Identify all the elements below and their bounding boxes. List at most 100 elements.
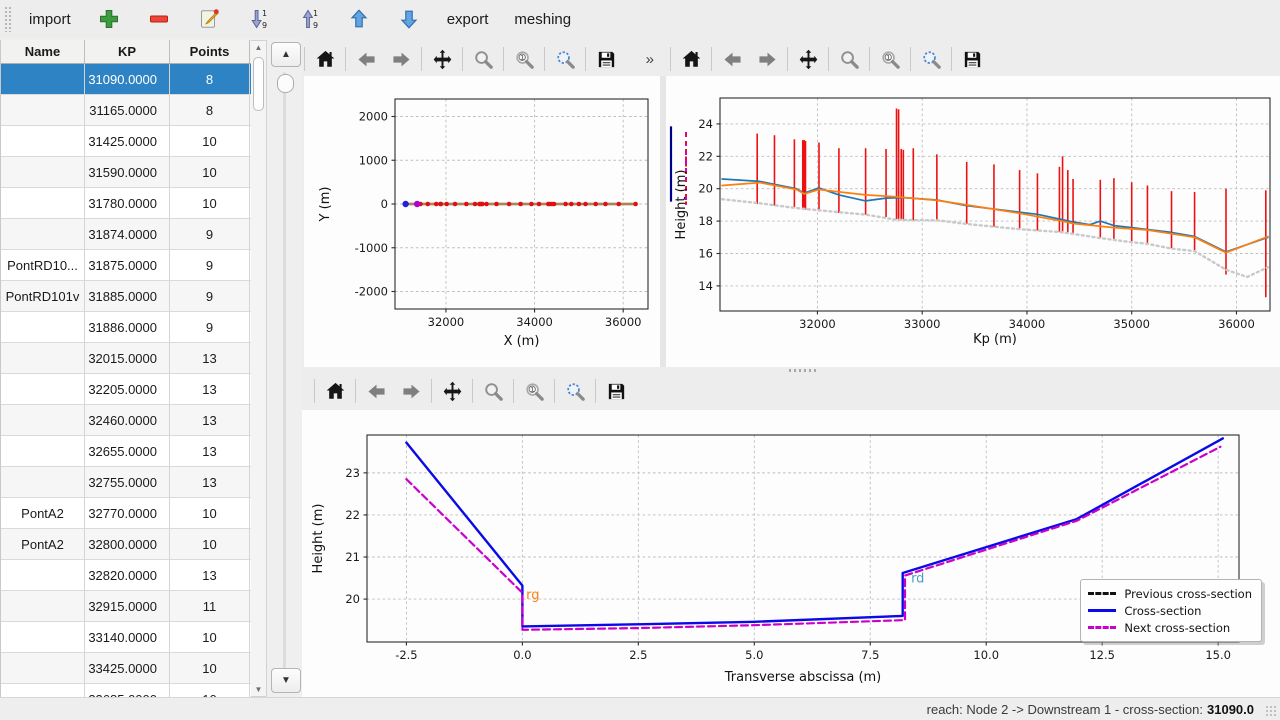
scrollbar-thumb[interactable] xyxy=(253,57,264,111)
sort-descending-button[interactable] xyxy=(239,2,279,36)
back-button[interactable] xyxy=(717,44,747,74)
legend-entry: Previous cross-section xyxy=(1088,585,1252,602)
zoom-region-button[interactable] xyxy=(560,376,590,406)
move-up-icon xyxy=(347,7,371,31)
svg-text:34000: 34000 xyxy=(1009,317,1046,331)
edit-cross-section-button[interactable] xyxy=(189,2,229,36)
cell-kp: 33685.0000 xyxy=(85,684,170,697)
remove-cross-section-button[interactable] xyxy=(139,2,179,36)
table-row[interactable]: 32755.0000 13 xyxy=(1,467,252,498)
cell-points: 10 xyxy=(170,188,250,218)
zoom-button[interactable] xyxy=(478,376,508,406)
table-row[interactable]: 32460.0000 13 xyxy=(1,405,252,436)
table-row[interactable]: 31886.0000 9 xyxy=(1,312,252,343)
svg-text:33000: 33000 xyxy=(904,317,941,331)
table-row[interactable]: 31425.0000 10 xyxy=(1,126,252,157)
forward-button[interactable] xyxy=(752,44,782,74)
table-row[interactable]: 31590.0000 10 xyxy=(1,157,252,188)
scrollbar-track[interactable] xyxy=(283,72,286,672)
table-row[interactable]: 31165.0000 8 xyxy=(1,95,252,126)
resize-grip-icon[interactable] xyxy=(1265,705,1277,717)
move-up-button[interactable] xyxy=(339,2,379,36)
cell-points: 9 xyxy=(170,250,250,280)
table-row[interactable]: 32015.0000 13 xyxy=(1,343,252,374)
svg-text:X (m): X (m) xyxy=(504,334,540,349)
table-row[interactable]: PontA2 32800.0000 10 xyxy=(1,529,252,560)
zoom-one-button[interactable] xyxy=(519,376,549,406)
forward-icon xyxy=(756,48,779,71)
scrollbar-thumb[interactable] xyxy=(277,74,294,93)
table-row[interactable]: 31780.0000 10 xyxy=(1,188,252,219)
home-button[interactable] xyxy=(676,44,706,74)
sort-descending-icon xyxy=(247,7,271,31)
plan-view-canvas[interactable]: 32000 34000 36000 -2000 -1000 0 1000 2000 X (m) Y… xyxy=(304,76,660,367)
toolbar-overflow-chevron[interactable]: » xyxy=(645,50,654,68)
vertical-splitter[interactable] xyxy=(660,76,666,367)
save-button[interactable] xyxy=(591,44,621,74)
cell-points: 10 xyxy=(170,684,250,697)
add-cross-section-button[interactable] xyxy=(89,2,129,36)
profile-view-canvas[interactable]: 32000 33000 34000 35000 36000 14 16 18 20 22 24 Kp … xyxy=(666,76,1280,367)
toolbar-drag-handle[interactable] xyxy=(4,6,11,32)
cell-kp: 32915.0000 xyxy=(85,591,170,621)
zoom-one-button[interactable] xyxy=(509,44,539,74)
zoom-button[interactable] xyxy=(834,44,864,74)
home-button[interactable] xyxy=(310,44,340,74)
pan-button[interactable] xyxy=(427,44,457,74)
scroll-down-button[interactable]: ▼ xyxy=(271,668,301,693)
zoom-icon xyxy=(482,380,505,403)
cell-points: 13 xyxy=(170,343,250,373)
main-toolbar: import export meshing xyxy=(0,0,1280,39)
back-icon xyxy=(365,380,388,403)
table-row[interactable]: PontRD101v 31885.0000 9 xyxy=(1,281,252,312)
back-button[interactable] xyxy=(361,376,391,406)
import-button[interactable]: import xyxy=(21,6,79,33)
table-row[interactable]: 31874.0000 9 xyxy=(1,219,252,250)
table-row[interactable]: 33425.0000 10 xyxy=(1,653,252,684)
column-header[interactable]: Points xyxy=(170,40,250,63)
svg-text:10.0: 10.0 xyxy=(973,648,999,662)
cell-points: 13 xyxy=(170,560,250,590)
cell-kp: 31874.0000 xyxy=(85,219,170,249)
table-row[interactable]: 33140.0000 10 xyxy=(1,622,252,653)
scroll-up-icon[interactable]: ▲ xyxy=(254,43,263,52)
zoom-region-button[interactable] xyxy=(550,44,580,74)
horizontal-splitter[interactable] xyxy=(302,367,1280,374)
home-button[interactable] xyxy=(320,376,350,406)
forward-button[interactable] xyxy=(386,44,416,74)
zoom-button[interactable] xyxy=(468,44,498,74)
svg-text:-2000: -2000 xyxy=(355,285,388,299)
table-row[interactable]: 32655.0000 13 xyxy=(1,436,252,467)
table-row[interactable]: PontRD10... 31875.0000 9 xyxy=(1,250,252,281)
legend-label: Cross-section xyxy=(1124,603,1202,618)
meshing-button[interactable]: meshing xyxy=(506,6,579,33)
cell-name xyxy=(1,374,85,404)
move-down-button[interactable] xyxy=(389,2,429,36)
export-button[interactable]: export xyxy=(439,6,497,33)
table-row[interactable]: 32205.0000 13 xyxy=(1,374,252,405)
table-row[interactable]: 32915.0000 11 xyxy=(1,591,252,622)
scroll-down-icon[interactable]: ▼ xyxy=(254,685,263,694)
table-row[interactable]: PontA2 32770.0000 10 xyxy=(1,498,252,529)
table-body: 31090.0000 8 31165.0000 8 31425.0000 10 31590.… xyxy=(1,64,252,697)
table-row[interactable]: 32820.0000 13 xyxy=(1,560,252,591)
zoom-one-button[interactable] xyxy=(875,44,905,74)
scroll-up-button[interactable]: ▲ xyxy=(271,42,301,67)
zoom-region-button[interactable] xyxy=(916,44,946,74)
column-header[interactable]: Name xyxy=(1,40,85,63)
column-header[interactable]: KP xyxy=(85,40,170,63)
cell-kp: 31425.0000 xyxy=(85,126,170,156)
pan-button[interactable] xyxy=(437,376,467,406)
cell-points: 10 xyxy=(170,126,250,156)
sort-ascending-button[interactable] xyxy=(289,2,329,36)
cross-section-canvas[interactable]: -2.5 0.0 2.5 5.0 7.5 10.0 12.5 15.0 20 21 22 23 Tran… xyxy=(302,410,1280,697)
save-button[interactable] xyxy=(601,376,631,406)
panel-scrollbar[interactable]: ▲ ▼ xyxy=(270,42,301,695)
forward-button[interactable] xyxy=(396,376,426,406)
pan-button[interactable] xyxy=(793,44,823,74)
table-scrollbar[interactable]: ▲ ▼ xyxy=(251,40,267,697)
save-button[interactable] xyxy=(957,44,987,74)
table-row[interactable]: 31090.0000 8 xyxy=(1,64,252,95)
back-button[interactable] xyxy=(351,44,381,74)
